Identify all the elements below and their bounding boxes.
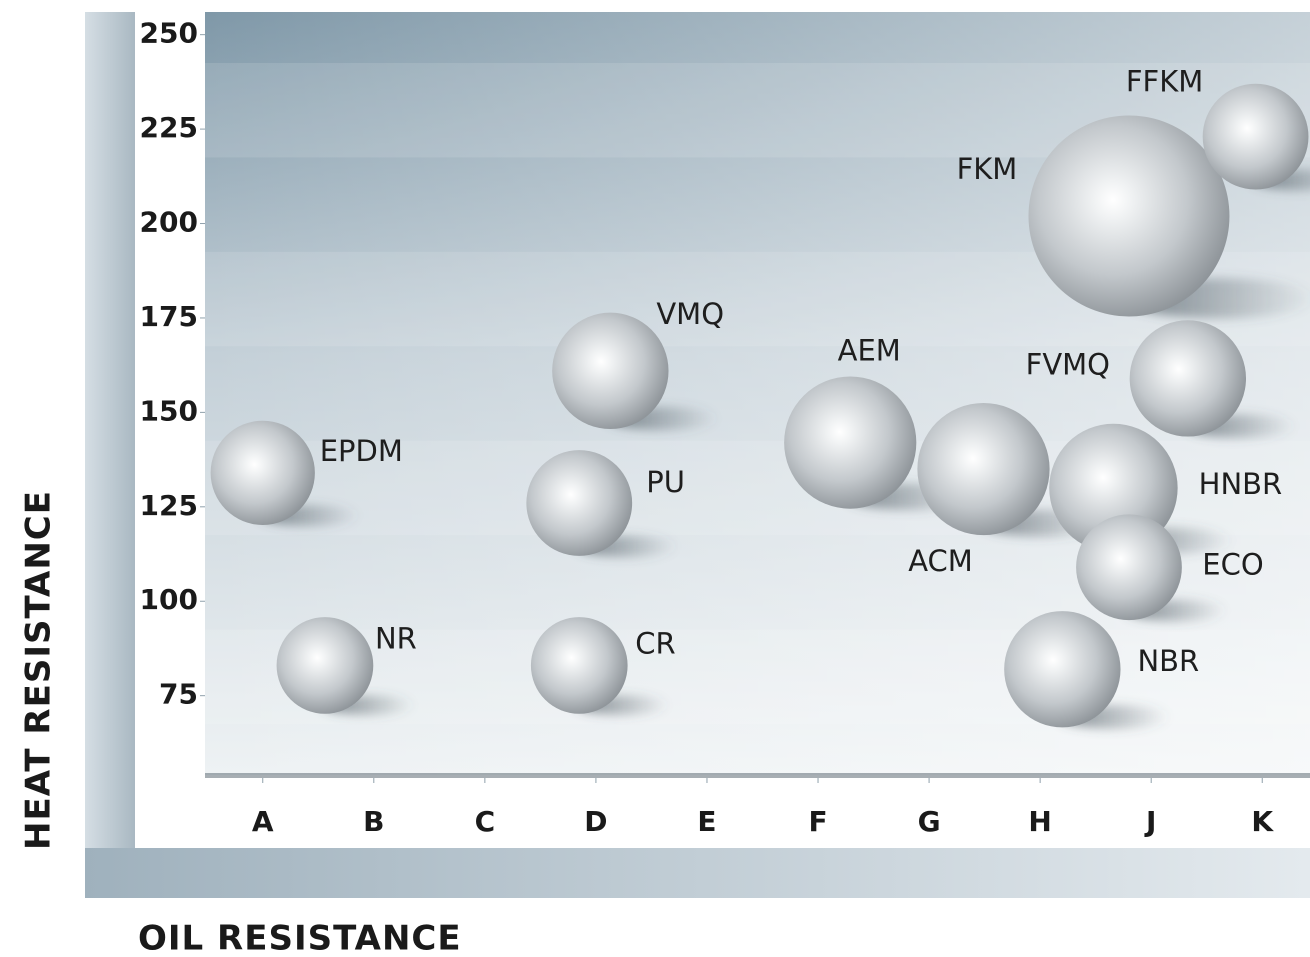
- y-tick-label: 75: [159, 678, 198, 711]
- bubble-label: CR: [635, 626, 675, 660]
- bubble-label: EPDM: [320, 434, 403, 468]
- bubble-label: ECO: [1202, 547, 1263, 581]
- y-tick-label: 150: [140, 394, 198, 427]
- bubble: [1004, 611, 1120, 727]
- x-tick-label: J: [1144, 805, 1156, 838]
- bubble: [1076, 514, 1182, 620]
- y-axis-title: HEAT RESISTANCE: [19, 490, 59, 850]
- bubble-label: FVMQ: [1026, 347, 1110, 381]
- bubble: [1029, 115, 1230, 316]
- bubble-label: HNBR: [1199, 467, 1283, 501]
- chart: HEAT RESISTANCE OIL RESISTANCE 75 100 125 1…: [0, 0, 1310, 957]
- y-tick-label: 175: [140, 300, 198, 333]
- x-tick-label: H: [1028, 805, 1051, 838]
- bubble-label: FFKM: [1126, 65, 1203, 99]
- bubble-label: ACM: [908, 544, 973, 578]
- x-tick-label: B: [363, 805, 384, 838]
- bubble: [784, 377, 916, 509]
- y-tick-label: 100: [140, 583, 198, 616]
- frame-left: [85, 12, 135, 898]
- y-tick-label: 250: [140, 17, 198, 50]
- frame-bottom: [85, 848, 1310, 898]
- y-tick-label: 200: [140, 206, 198, 239]
- bubble-label: AEM: [838, 334, 901, 368]
- bubble: [526, 450, 632, 556]
- x-tick-label: G: [918, 805, 941, 838]
- x-axis-title: OIL RESISTANCE: [138, 919, 462, 957]
- y-tick-label: 225: [140, 111, 198, 144]
- bubble-label: NBR: [1137, 644, 1199, 678]
- bubble: [552, 313, 668, 429]
- x-tick-label: C: [475, 805, 496, 838]
- bubble: [211, 421, 315, 525]
- x-tick-label: A: [252, 805, 274, 838]
- bubble-label: PU: [646, 465, 685, 499]
- bubble: [531, 617, 628, 714]
- bubble-label: NR: [375, 621, 417, 655]
- x-tick-label: E: [697, 805, 716, 838]
- x-tick-label: F: [808, 805, 827, 838]
- bubble: [917, 403, 1049, 535]
- y-tick-label: 125: [140, 489, 198, 522]
- bubble-label: VMQ: [656, 297, 724, 331]
- plot-edge: [205, 773, 1310, 778]
- bubble: [1203, 84, 1309, 190]
- x-tick-label: D: [584, 805, 607, 838]
- bubble: [1130, 320, 1246, 436]
- x-tick-label: K: [1251, 805, 1274, 838]
- bubble: [277, 617, 374, 714]
- bubble-label: FKM: [957, 152, 1018, 186]
